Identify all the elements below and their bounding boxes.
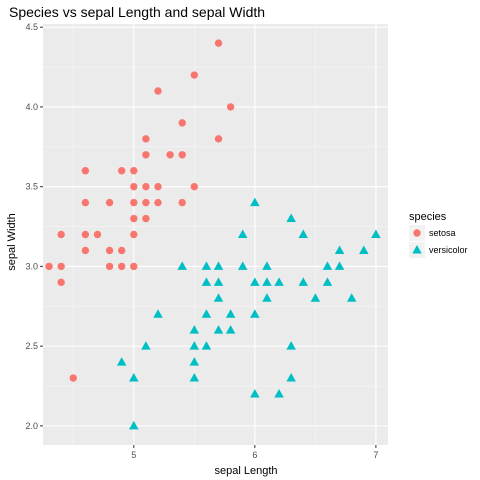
setosa-point bbox=[106, 199, 113, 206]
setosa-point bbox=[215, 135, 222, 142]
setosa-point bbox=[154, 183, 161, 190]
setosa-point bbox=[118, 167, 125, 174]
y-axis-title: sepal Width bbox=[6, 213, 18, 270]
y-tick-label: 4.0 bbox=[25, 102, 38, 112]
setosa-point bbox=[191, 71, 198, 78]
setosa-point bbox=[179, 151, 186, 158]
setosa-point bbox=[166, 151, 173, 158]
setosa-point bbox=[130, 199, 137, 206]
setosa-point bbox=[130, 215, 137, 222]
setosa-point bbox=[130, 167, 137, 174]
setosa-point bbox=[82, 231, 89, 238]
setosa-point bbox=[227, 103, 234, 110]
x-tick-label: 7 bbox=[373, 450, 378, 460]
setosa-point bbox=[82, 247, 89, 254]
legend-label-versicolor: versicolor bbox=[429, 245, 468, 255]
legend: species setosa versicolor bbox=[409, 211, 468, 258]
y-tick-label: 4.5 bbox=[25, 22, 38, 32]
y-axis: 2.0 2.5 3.0 3.5 4.0 4.5 bbox=[25, 22, 43, 431]
setosa-point bbox=[179, 199, 186, 206]
x-axis: 5 6 7 bbox=[131, 445, 378, 460]
setosa-point bbox=[142, 135, 149, 142]
setosa-point bbox=[142, 151, 149, 158]
setosa-point bbox=[45, 263, 52, 270]
setosa-point bbox=[130, 231, 137, 238]
setosa-point bbox=[142, 199, 149, 206]
setosa-point bbox=[179, 119, 186, 126]
legend-title: species bbox=[409, 211, 447, 223]
setosa-point bbox=[118, 247, 125, 254]
setosa-point bbox=[106, 247, 113, 254]
y-tick-label: 2.0 bbox=[25, 421, 38, 431]
setosa-point bbox=[82, 199, 89, 206]
chart-title: Species vs sepal Length and sepal Width bbox=[9, 4, 265, 20]
x-tick-label: 6 bbox=[252, 450, 257, 460]
setosa-point bbox=[142, 215, 149, 222]
setosa-point bbox=[154, 199, 161, 206]
y-tick-label: 3.5 bbox=[25, 182, 38, 192]
setosa-point bbox=[191, 183, 198, 190]
y-tick-label: 2.5 bbox=[25, 341, 38, 351]
setosa-point bbox=[82, 167, 89, 174]
legend-label-setosa: setosa bbox=[429, 228, 456, 238]
setosa-point bbox=[94, 231, 101, 238]
setosa-point bbox=[106, 263, 113, 270]
setosa-point bbox=[130, 183, 137, 190]
setosa-point bbox=[154, 87, 161, 94]
setosa-point bbox=[70, 374, 77, 381]
setosa-point bbox=[118, 263, 125, 270]
x-tick-label: 5 bbox=[131, 450, 136, 460]
legend-setosa-marker bbox=[413, 229, 420, 236]
setosa-point bbox=[215, 39, 222, 46]
setosa-point bbox=[57, 263, 64, 270]
setosa-point bbox=[57, 279, 64, 286]
setosa-point bbox=[130, 263, 137, 270]
y-tick-label: 3.0 bbox=[25, 261, 38, 271]
setosa-point bbox=[142, 183, 149, 190]
setosa-point bbox=[57, 231, 64, 238]
x-axis-title: sepal Length bbox=[215, 465, 278, 477]
